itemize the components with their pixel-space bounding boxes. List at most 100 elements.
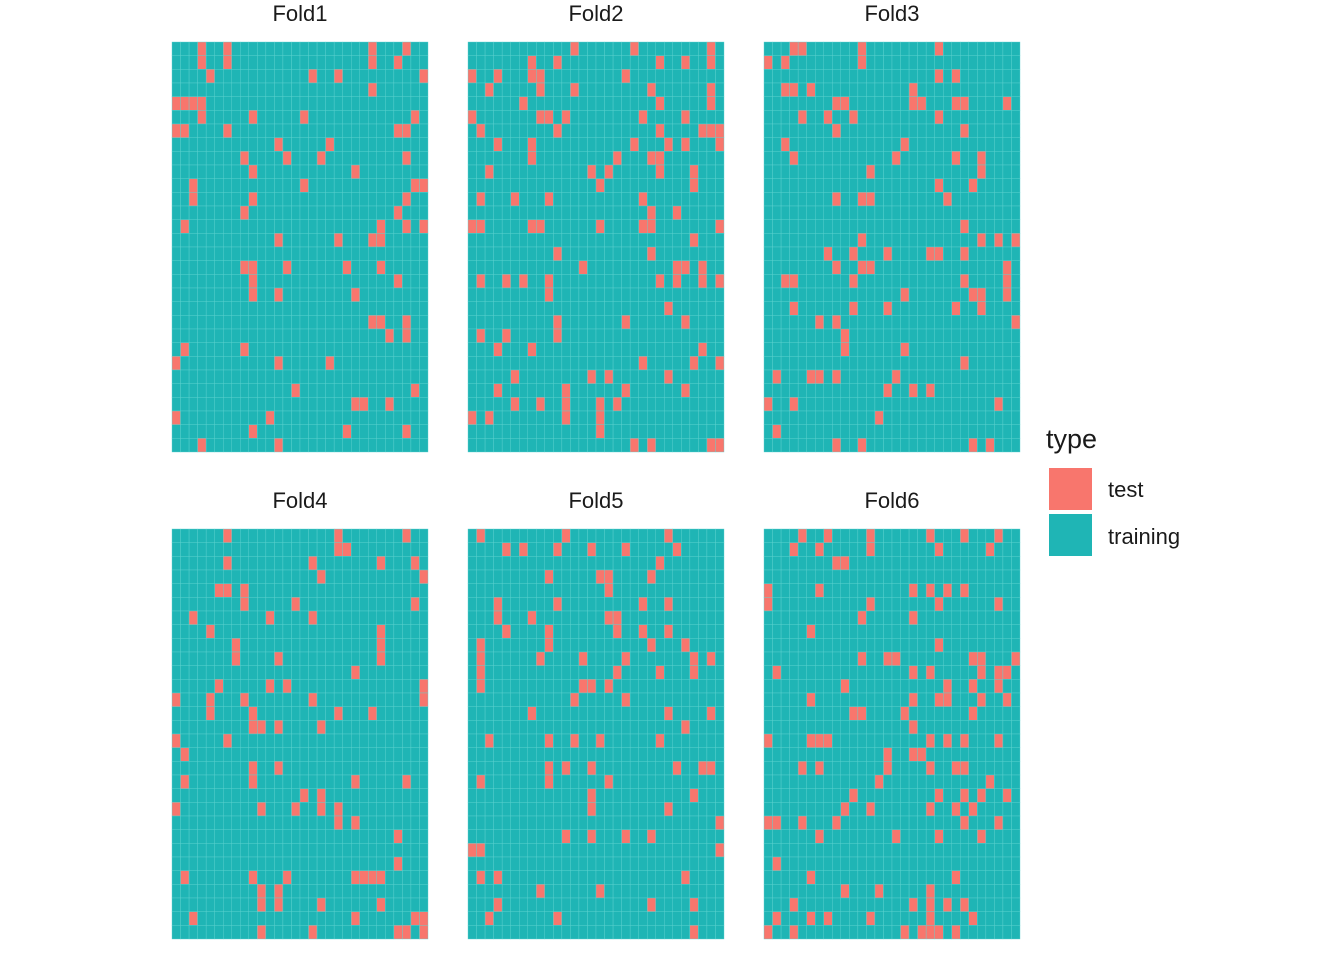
cell-training <box>333 178 343 193</box>
cell-training <box>866 610 876 625</box>
cell-training <box>570 843 580 858</box>
cell-test <box>333 802 343 817</box>
cell-training <box>291 123 301 138</box>
cell-training <box>544 356 554 371</box>
cell-training <box>188 151 198 166</box>
cell-training <box>578 301 588 316</box>
cell-training <box>891 679 901 694</box>
cell-training <box>333 925 343 940</box>
cell-training <box>977 410 987 425</box>
cell-training <box>681 747 691 762</box>
cell-training <box>780 610 790 625</box>
cell-training <box>222 69 232 84</box>
cell-training <box>501 856 511 871</box>
cell-test <box>240 205 250 220</box>
cell-training <box>789 55 799 70</box>
cell-training <box>231 369 241 384</box>
cell-training <box>951 692 961 707</box>
cell-training <box>994 692 1004 707</box>
cell-training <box>393 815 403 830</box>
cell-training <box>849 610 859 625</box>
cell-training <box>484 287 494 302</box>
cell-training <box>231 843 241 858</box>
cell-test <box>561 410 571 425</box>
cell-training <box>342 410 352 425</box>
cell-test <box>222 55 232 70</box>
cell-training <box>917 246 927 261</box>
cell-training <box>325 397 335 412</box>
cell-training <box>368 96 377 111</box>
cell-training <box>282 706 292 721</box>
cell-training <box>985 137 995 152</box>
cell-training <box>706 843 716 858</box>
cell-training <box>934 219 944 234</box>
cell-training <box>214 137 224 152</box>
cell-test <box>647 569 656 584</box>
cell-training <box>638 802 648 817</box>
cell-training <box>943 410 952 425</box>
cell-training <box>968 569 978 584</box>
cell-training <box>655 829 665 844</box>
cell-training <box>621 356 631 371</box>
cell-training <box>501 287 511 302</box>
cell-training <box>333 274 343 289</box>
cell-training <box>1011 597 1021 612</box>
cell-training <box>299 706 309 721</box>
cell-training <box>536 925 546 940</box>
cell-training <box>231 192 241 207</box>
cell-test <box>968 178 978 193</box>
cell-training <box>419 205 429 220</box>
cell-training <box>342 733 352 748</box>
cell-training <box>476 556 486 571</box>
cell-training <box>368 556 377 571</box>
cell-training <box>385 597 395 612</box>
cell-training <box>925 205 935 220</box>
cell-training <box>351 383 360 398</box>
cell-test <box>393 123 403 138</box>
cell-training <box>780 397 790 412</box>
cell-training <box>188 733 198 748</box>
cell-training <box>968 274 978 289</box>
cell-training <box>604 638 614 653</box>
cell-training <box>840 151 850 166</box>
cell-training <box>519 528 528 543</box>
cell-training <box>342 638 352 653</box>
cell-training <box>638 733 648 748</box>
cell-test <box>934 597 944 612</box>
cell-training <box>960 301 970 316</box>
cell-training <box>419 315 429 330</box>
cell-training <box>960 556 970 571</box>
cell-training <box>664 911 674 926</box>
cell-training <box>840 123 850 138</box>
cell-training <box>629 870 639 885</box>
cell-training <box>501 802 511 817</box>
cell-training <box>763 246 773 261</box>
cell-training <box>874 151 884 166</box>
cell-training <box>493 369 503 384</box>
cell-test <box>188 192 198 207</box>
cell-test <box>968 679 978 694</box>
cell-training <box>197 383 207 398</box>
cell-training <box>891 356 901 371</box>
cell-training <box>376 137 386 152</box>
cell-training <box>587 397 597 412</box>
cell-training <box>681 69 691 84</box>
cell-training <box>299 638 309 653</box>
cell-training <box>265 624 275 639</box>
cell-training <box>214 624 224 639</box>
cell-training <box>925 82 935 97</box>
cell-training <box>393 679 403 694</box>
cell-training <box>806 274 816 289</box>
cell-training <box>934 192 944 207</box>
cell-training <box>291 569 301 584</box>
cell-training <box>621 610 631 625</box>
cell-training <box>1011 260 1021 275</box>
cell-training <box>197 287 207 302</box>
cell-test <box>197 55 207 70</box>
cell-training <box>840 55 850 70</box>
cell-training <box>527 925 537 940</box>
cell-training <box>316 761 326 776</box>
cell-training <box>883 624 893 639</box>
cell-training <box>308 178 318 193</box>
cell-training <box>604 856 614 871</box>
